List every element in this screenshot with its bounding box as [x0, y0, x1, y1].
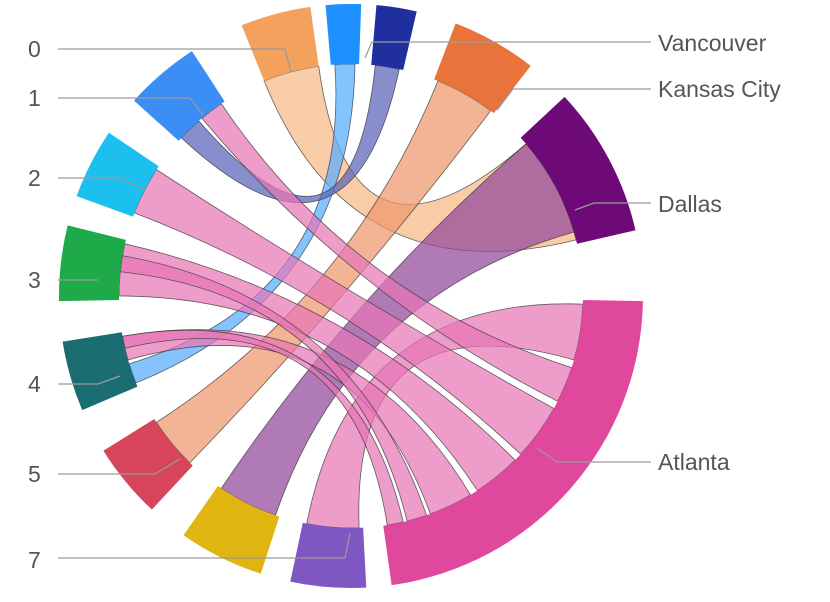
arc-node-kansas[interactable]	[434, 23, 531, 114]
arcs-layer	[58, 4, 643, 589]
label-4: 4	[28, 371, 41, 397]
leader-line-v_blue	[364, 41, 651, 59]
leaders-layer	[58, 41, 651, 559]
arc-node-v_blue[interactable]	[325, 4, 362, 65]
label-kansas: Kansas City	[658, 76, 781, 102]
arc-node-dallas[interactable]	[520, 96, 636, 244]
label-7: 7	[28, 547, 41, 573]
label-5: 5	[28, 461, 41, 487]
ribbon-atlanta-to-2	[133, 169, 555, 455]
leader-line-dallas	[574, 202, 651, 211]
arc-node-atlanta[interactable]	[383, 300, 643, 586]
arc-node-4[interactable]	[62, 332, 138, 411]
ribbons-layer	[118, 63, 584, 529]
leader-line-1	[58, 97, 204, 116]
leader-line-7	[58, 532, 351, 559]
arc-node-2[interactable]	[76, 132, 159, 217]
label-2: 2	[28, 165, 41, 191]
ribbon-atlanta-to-1	[201, 103, 573, 402]
ribbon-v_navy-to-1	[180, 64, 400, 204]
arc-node-5[interactable]	[103, 418, 193, 510]
arc-node-0[interactable]	[241, 6, 319, 81]
labels-layer: 0 1 2 3 4 5 7 Vancouver Kansas City Dallas Atlanta	[28, 30, 781, 573]
label-v_blue: Vancouver	[658, 30, 767, 56]
leader-line-5	[58, 458, 181, 475]
leader-line-2	[58, 177, 146, 191]
ribbon-atlanta-to-4	[122, 329, 472, 515]
label-0: 0	[28, 36, 41, 62]
arc-node-6_yellow[interactable]	[183, 486, 280, 574]
leader-line-4	[58, 375, 121, 385]
leader-line-0	[58, 48, 292, 73]
label-1: 1	[28, 85, 41, 111]
leader-line-atlanta	[536, 447, 651, 463]
ribbon-atlanta-to-4	[122, 329, 404, 526]
arc-node-7[interactable]	[290, 522, 367, 589]
arc-node-1[interactable]	[134, 51, 225, 141]
label-atlanta: Atlanta	[658, 449, 730, 475]
arc-node-v_navy[interactable]	[371, 5, 417, 70]
leader-line-kansas	[496, 88, 651, 111]
arc-node-3[interactable]	[58, 225, 126, 302]
label-3: 3	[28, 267, 41, 293]
label-dallas: Dallas	[658, 191, 722, 217]
